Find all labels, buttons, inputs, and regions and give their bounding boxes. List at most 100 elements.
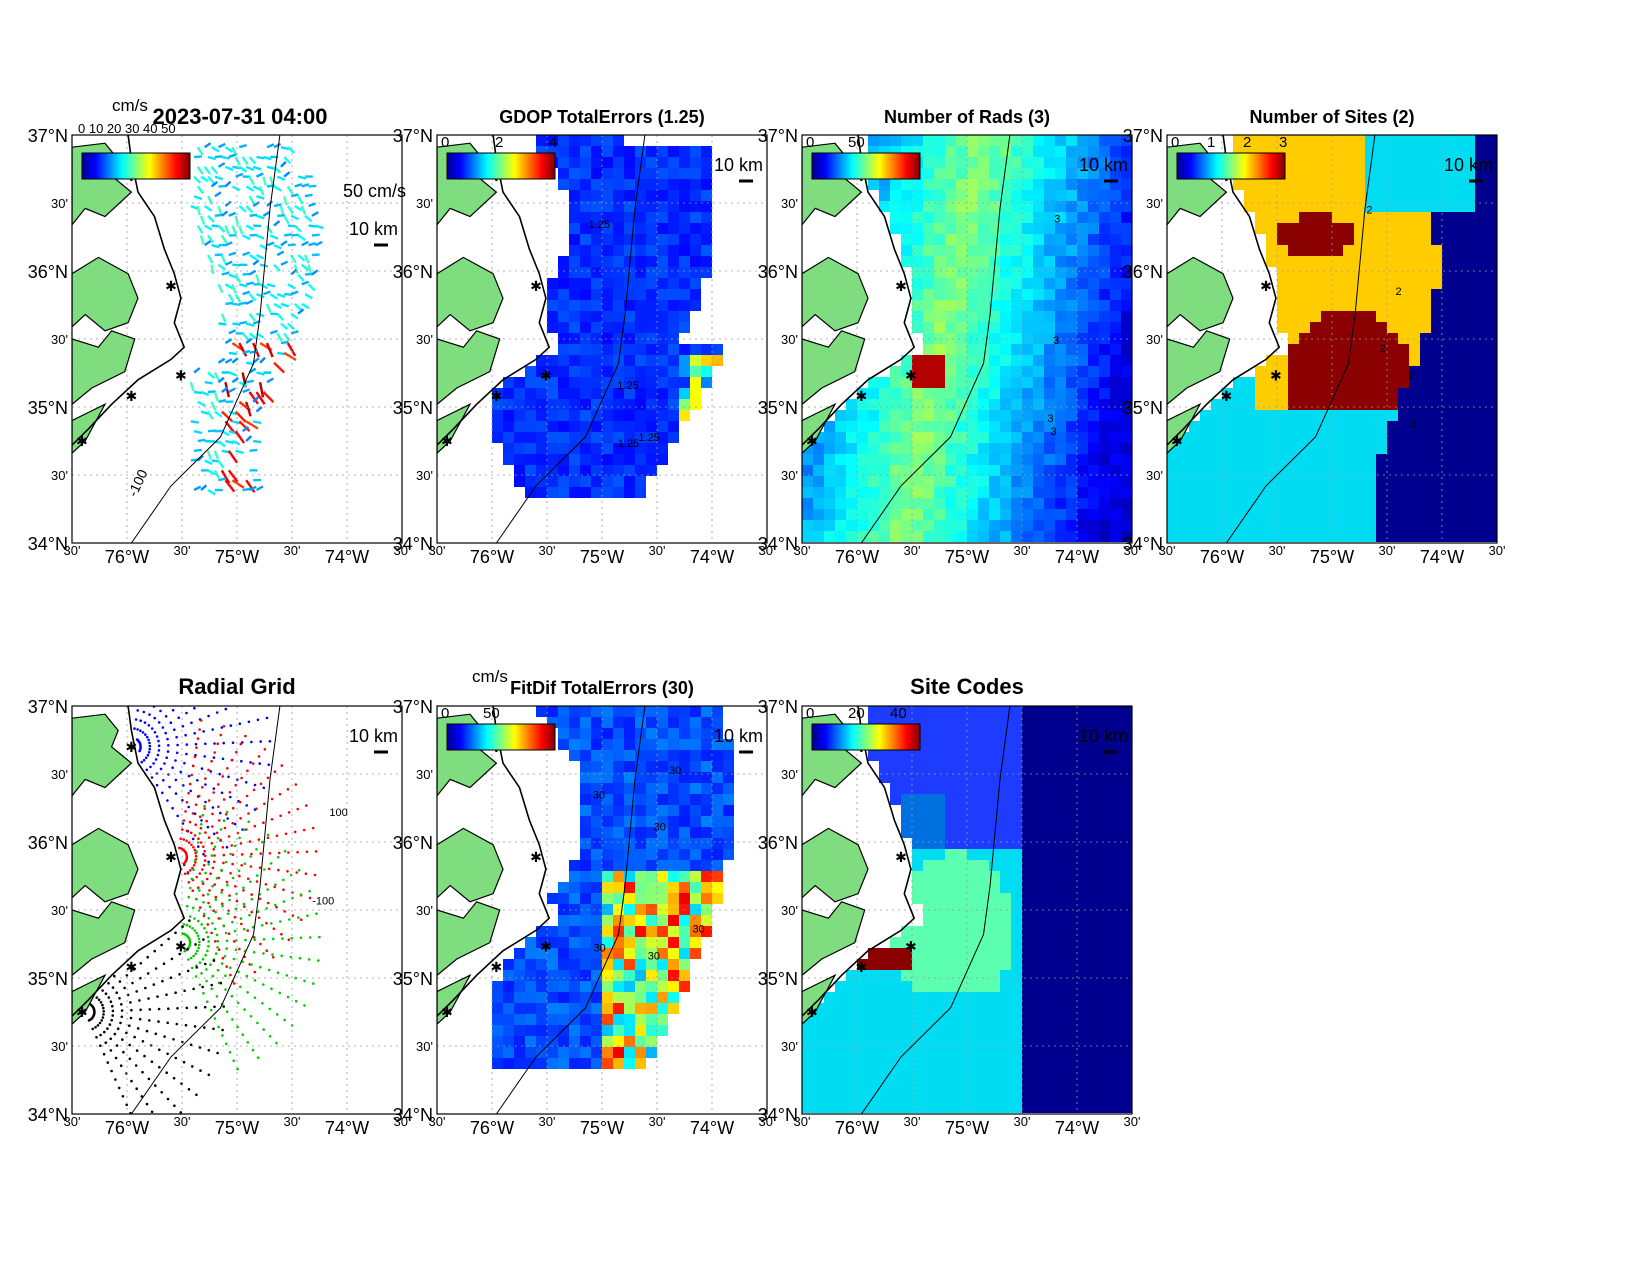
field-cell xyxy=(879,377,890,388)
field-cell xyxy=(1376,201,1387,212)
field-cell xyxy=(945,772,956,783)
field-cell xyxy=(514,476,525,487)
radial-grid-point xyxy=(193,848,197,852)
field-cell xyxy=(1453,245,1464,256)
radial-grid-point xyxy=(150,1110,154,1114)
field-cell xyxy=(1110,322,1121,333)
field-cell xyxy=(1000,761,1011,772)
radial-grid-point xyxy=(204,800,207,804)
field-cell xyxy=(690,915,701,926)
radial-grid-point xyxy=(207,836,211,839)
field-cell xyxy=(945,728,956,739)
field-cell xyxy=(1409,344,1420,355)
field-cell xyxy=(635,1003,646,1014)
field-cell xyxy=(1033,1036,1044,1047)
radial-grid-point xyxy=(244,734,247,738)
field-cell xyxy=(1420,366,1431,377)
longitude-label: 75°W xyxy=(1310,547,1354,567)
radial-grid-point xyxy=(139,1008,142,1012)
latitude-label: 30' xyxy=(51,903,68,918)
field-cell xyxy=(912,772,923,783)
field-cell xyxy=(657,234,668,245)
field-cell xyxy=(1365,267,1376,278)
field-cell xyxy=(1420,201,1431,212)
field-cell xyxy=(1332,377,1343,388)
latitude-label: 30' xyxy=(416,1039,433,1054)
field-cell xyxy=(580,992,591,1003)
field-cell xyxy=(1121,706,1132,717)
radial-grid-point xyxy=(231,853,235,856)
field-cell xyxy=(1033,783,1044,794)
radial-grid-point xyxy=(234,885,237,888)
field-cell xyxy=(635,267,646,278)
field-cell xyxy=(1000,366,1011,377)
field-cell xyxy=(591,245,602,256)
radial-grid-point xyxy=(221,904,224,908)
radial-grid-point xyxy=(296,807,300,811)
field-cell xyxy=(1022,1003,1033,1014)
colorbar-tick-label: 4 xyxy=(549,134,557,151)
field-cell xyxy=(1442,520,1453,531)
radial-grid-point xyxy=(198,832,201,835)
longitude-label: 75°W xyxy=(215,547,259,567)
field-cell xyxy=(1011,289,1022,300)
field-cell xyxy=(934,454,945,465)
field-cell xyxy=(1464,135,1475,146)
radial-grid-point xyxy=(257,838,261,841)
field-cell xyxy=(1077,223,1088,234)
field-cell xyxy=(580,355,591,366)
field-cell xyxy=(945,498,956,509)
field-cell xyxy=(934,728,945,739)
field-cell xyxy=(945,827,956,838)
site-marker: ✱ xyxy=(1221,388,1233,404)
field-cell xyxy=(580,959,591,970)
field-cell xyxy=(1110,355,1121,366)
current-vector xyxy=(308,242,317,247)
radial-grid-point xyxy=(256,910,260,914)
field-cell xyxy=(824,1014,835,1025)
field-cell xyxy=(1343,322,1354,333)
field-cell xyxy=(1044,267,1055,278)
field-cell xyxy=(536,432,547,443)
field-cell xyxy=(1088,1025,1099,1036)
field-cell xyxy=(679,157,690,168)
field-cell xyxy=(1398,344,1409,355)
field-cell xyxy=(1088,531,1099,542)
field-cell xyxy=(635,421,646,432)
radial-grid-point xyxy=(181,925,184,928)
field-cell xyxy=(602,377,613,388)
field-cell xyxy=(868,1014,879,1025)
current-vector xyxy=(255,274,261,284)
field-cell xyxy=(1420,498,1431,509)
field-cell xyxy=(1121,190,1132,201)
radial-grid-point xyxy=(102,1010,105,1013)
longitude-label: 74°W xyxy=(325,1118,369,1138)
radial-grid-point xyxy=(187,774,191,778)
field-cell xyxy=(657,871,668,882)
field-cell xyxy=(1222,509,1233,520)
field-cell xyxy=(1409,190,1420,201)
radial-grid-point xyxy=(282,878,285,882)
radial-grid-point xyxy=(119,1021,122,1025)
radial-grid-point xyxy=(157,744,161,747)
field-cell xyxy=(712,706,723,717)
field-cell xyxy=(1088,421,1099,432)
field-cell xyxy=(657,893,668,904)
current-vector xyxy=(256,234,265,240)
field-cell xyxy=(1033,761,1044,772)
field-cell xyxy=(668,915,679,926)
radial-grid-point xyxy=(148,1008,152,1011)
radial-grid-point xyxy=(225,965,228,968)
field-cell xyxy=(624,399,635,410)
radial-grid-point xyxy=(95,1036,98,1039)
field-cell xyxy=(1354,399,1365,410)
field-cell xyxy=(635,794,646,805)
field-cell xyxy=(1376,355,1387,366)
field-cell xyxy=(1365,179,1376,190)
longitude-label: 30' xyxy=(649,1114,666,1129)
field-cell xyxy=(1022,827,1033,838)
field-cell xyxy=(978,267,989,278)
field-cell xyxy=(1321,333,1332,344)
field-cell xyxy=(1321,135,1332,146)
radial-grid-point xyxy=(228,894,231,897)
